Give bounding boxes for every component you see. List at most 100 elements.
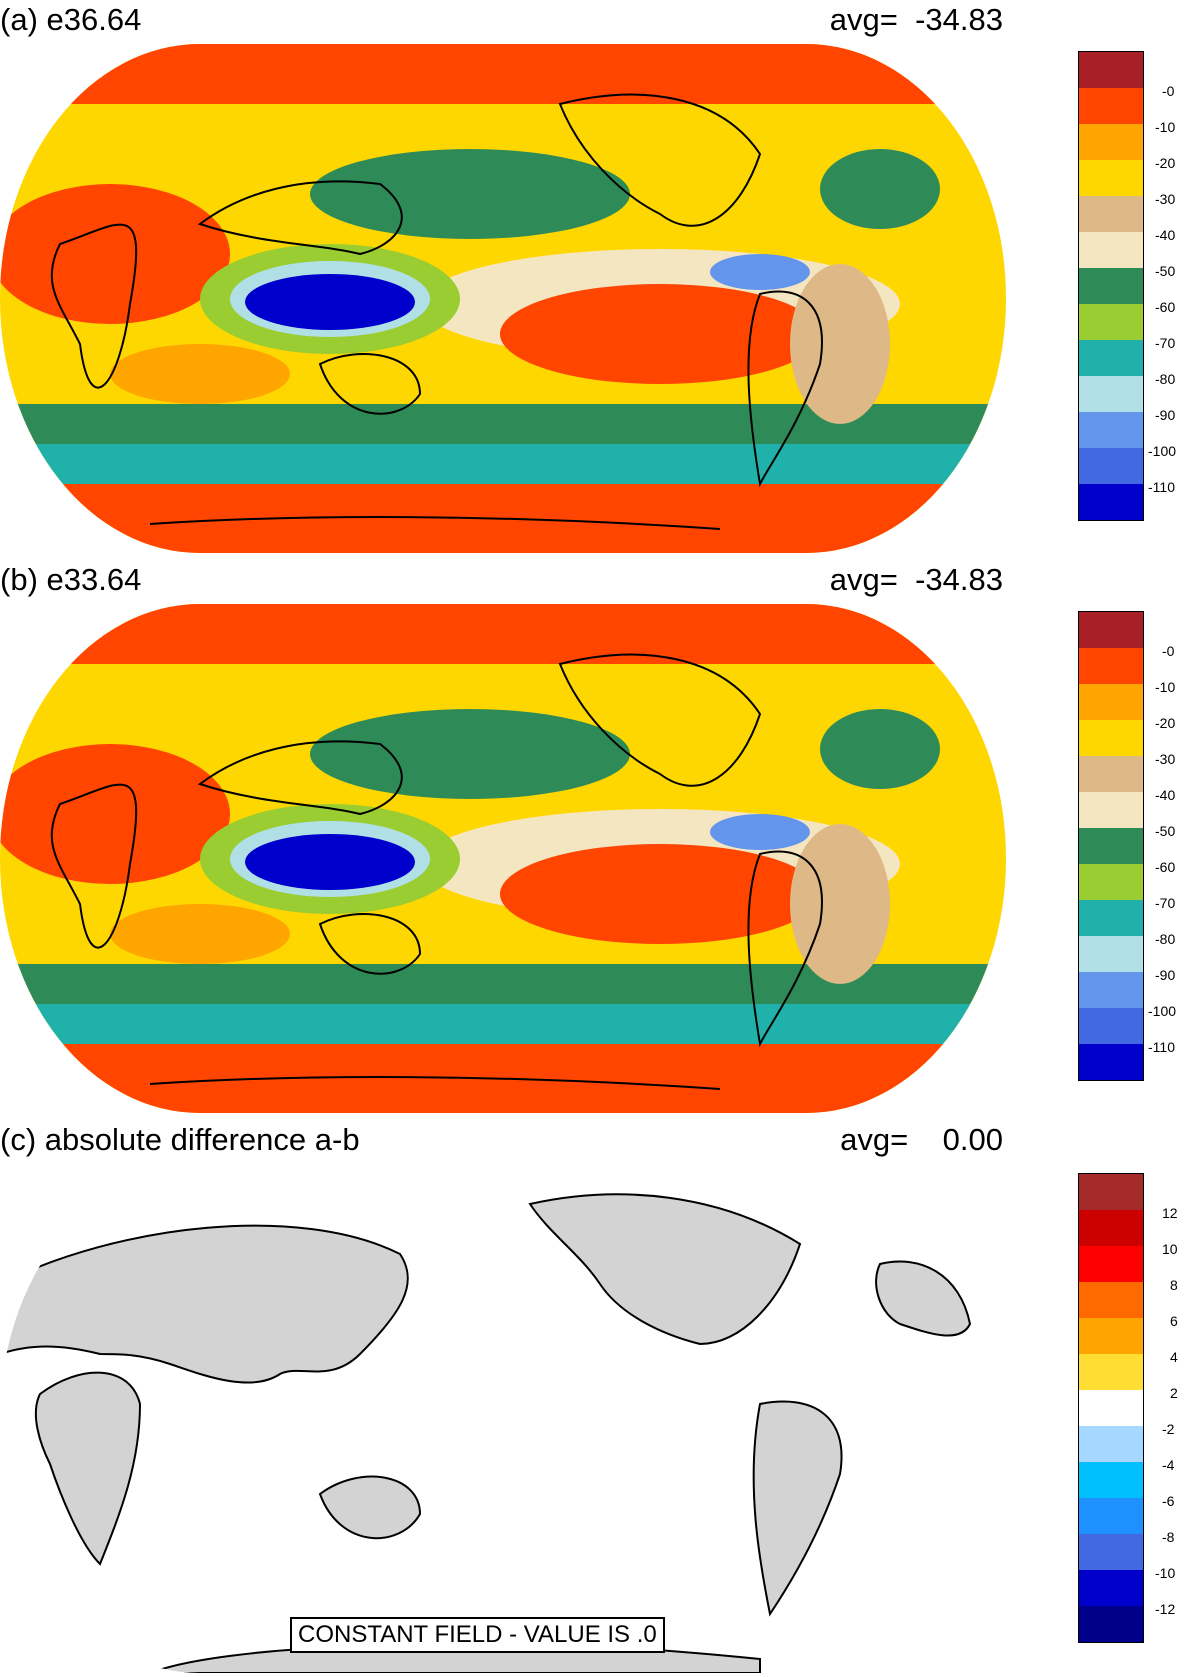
colorbar-tick: -12 xyxy=(1155,1601,1176,1617)
panel-c-map xyxy=(0,1164,1006,1673)
colorbar-swatch xyxy=(1079,448,1143,484)
panel-b-title: (b) e33.64 xyxy=(0,562,142,597)
panel-a-title: (a) e36.64 xyxy=(0,2,142,37)
colorbar-swatch xyxy=(1079,936,1143,972)
colorbar-tick: -10 xyxy=(1155,1565,1176,1581)
colorbar-swatch xyxy=(1079,1534,1143,1570)
colorbar-tick: -100 xyxy=(1148,1003,1177,1019)
colorbar-swatch xyxy=(1079,1390,1143,1426)
colorbar-tick: -50 xyxy=(1155,823,1176,839)
colorbar-swatch xyxy=(1079,1606,1143,1642)
panel-a: (a) e36.64 avg= -34.83 xyxy=(0,0,1191,560)
colorbar-swatch xyxy=(1079,1044,1143,1080)
colorbar-tick: -90 xyxy=(1155,967,1176,983)
colorbar-tick: -70 xyxy=(1155,895,1176,911)
colorbar-swatch xyxy=(1079,376,1143,412)
panel-b-avg: avg= -34.83 xyxy=(830,564,1003,595)
colorbar-tick: -80 xyxy=(1155,371,1176,387)
colorbar-swatch xyxy=(1079,484,1143,520)
colorbar-tick: -40 xyxy=(1155,227,1176,243)
colorbar-swatch xyxy=(1079,1426,1143,1462)
colorbar-swatch xyxy=(1079,1570,1143,1606)
panel-c-title: (c) absolute difference a-b xyxy=(0,1122,360,1157)
colorbar-tick: 4 xyxy=(1170,1349,1178,1365)
colorbar-swatch xyxy=(1079,160,1143,196)
colorbar-swatch xyxy=(1079,612,1143,648)
colorbar-swatch xyxy=(1079,304,1143,340)
colorbar-tick: -0 xyxy=(1162,643,1175,659)
colorbar-tick: -8 xyxy=(1162,1529,1175,1545)
colorbar-swatch xyxy=(1079,684,1143,720)
panel-c-avg: avg= 0.00 xyxy=(840,1124,1003,1155)
colorbar-tick: -50 xyxy=(1155,263,1176,279)
colorbar-swatch xyxy=(1079,864,1143,900)
panel-b-avg-label: avg= xyxy=(829,562,898,597)
colorbar-tick: -60 xyxy=(1155,299,1176,315)
colorbar-tick: -4 xyxy=(1162,1457,1175,1473)
colorbar-tick: 8 xyxy=(1170,1277,1178,1293)
colorbar-swatch xyxy=(1079,1008,1143,1044)
colorbar-swatch xyxy=(1079,412,1143,448)
colorbar-tick: -6 xyxy=(1162,1493,1175,1509)
colorbar-swatch xyxy=(1079,88,1143,124)
colorbar-tick: -100 xyxy=(1148,443,1177,459)
colorbar-tick: -20 xyxy=(1155,715,1176,731)
colorbar-swatch xyxy=(1079,52,1143,88)
colorbar-tick: -20 xyxy=(1155,155,1176,171)
colorbar-tick: 10 xyxy=(1162,1241,1178,1257)
colorbar-swatch xyxy=(1079,828,1143,864)
colorbar-swatch xyxy=(1079,1318,1143,1354)
colorbar-swatch xyxy=(1079,1246,1143,1282)
colorbar-tick: -40 xyxy=(1155,787,1176,803)
panel-a-avg: avg= -34.83 xyxy=(830,4,1003,35)
colorbar-swatch xyxy=(1079,972,1143,1008)
panel-a-colorbar xyxy=(1078,51,1144,521)
colorbar-swatch xyxy=(1079,756,1143,792)
colorbar-tick: -110 xyxy=(1148,479,1175,495)
colorbar-swatch xyxy=(1079,196,1143,232)
panel-b-coastlines xyxy=(50,653,823,1090)
colorbar-tick: 12 xyxy=(1162,1205,1178,1221)
colorbar-swatch xyxy=(1079,232,1143,268)
colorbar-swatch xyxy=(1079,1498,1143,1534)
colorbar-tick: -30 xyxy=(1155,751,1176,767)
panel-a-map xyxy=(0,44,1006,553)
colorbar-tick: -30 xyxy=(1155,191,1176,207)
colorbar-swatch xyxy=(1079,1210,1143,1246)
colorbar-tick: -10 xyxy=(1155,119,1176,135)
colorbar-swatch xyxy=(1079,648,1143,684)
colorbar-swatch xyxy=(1079,1462,1143,1498)
panel-a-avg-value: -34.83 xyxy=(915,2,1003,37)
panel-b-colorbar xyxy=(1078,611,1144,1081)
panel-b: (b) e33.64 avg= -34.83 xyxy=(0,560,1191,1120)
panel-c-avg-label: avg= xyxy=(840,1122,909,1157)
panel-c-colorbar xyxy=(1078,1173,1144,1643)
colorbar-tick: -90 xyxy=(1155,407,1176,423)
panel-a-avg-label: avg= xyxy=(829,2,898,37)
colorbar-tick: -10 xyxy=(1155,679,1176,695)
panel-a-coastlines xyxy=(50,93,823,530)
colorbar-swatch xyxy=(1079,268,1143,304)
colorbar-tick: -60 xyxy=(1155,859,1176,875)
panel-b-map xyxy=(0,604,1006,1113)
colorbar-tick: -2 xyxy=(1162,1421,1175,1437)
colorbar-swatch xyxy=(1079,792,1143,828)
colorbar-swatch xyxy=(1079,720,1143,756)
colorbar-swatch xyxy=(1079,900,1143,936)
colorbar-swatch xyxy=(1079,340,1143,376)
colorbar-tick: 6 xyxy=(1170,1313,1178,1329)
colorbar-swatch xyxy=(1079,1174,1143,1210)
colorbar-swatch xyxy=(1079,1354,1143,1390)
colorbar-tick: -0 xyxy=(1162,83,1175,99)
panel-c-avg-value: 0.00 xyxy=(942,1122,1003,1157)
colorbar-swatch xyxy=(1079,1282,1143,1318)
colorbar-tick: -110 xyxy=(1148,1039,1175,1055)
constant-field-label: CONSTANT FIELD - VALUE IS .0 xyxy=(290,1617,665,1653)
colorbar-tick: 2 xyxy=(1170,1385,1178,1401)
colorbar-tick: -70 xyxy=(1155,335,1176,351)
colorbar-swatch xyxy=(1079,124,1143,160)
panel-c: (c) absolute difference a-b avg= 0.00 CO… xyxy=(0,1120,1191,1677)
panel-b-avg-value: -34.83 xyxy=(915,562,1003,597)
colorbar-tick: -80 xyxy=(1155,931,1176,947)
panel-c-landmasses xyxy=(0,1193,972,1673)
